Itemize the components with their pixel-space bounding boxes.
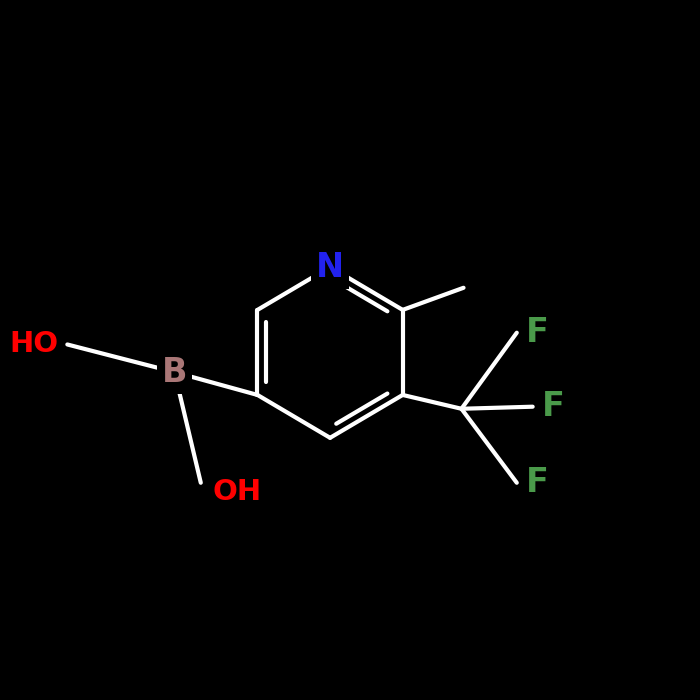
Text: F: F bbox=[542, 390, 565, 424]
Text: B: B bbox=[162, 356, 188, 389]
Text: OH: OH bbox=[213, 477, 262, 505]
Text: F: F bbox=[526, 316, 549, 349]
Text: F: F bbox=[526, 466, 549, 499]
Text: N: N bbox=[316, 251, 344, 284]
Text: HO: HO bbox=[9, 330, 58, 358]
